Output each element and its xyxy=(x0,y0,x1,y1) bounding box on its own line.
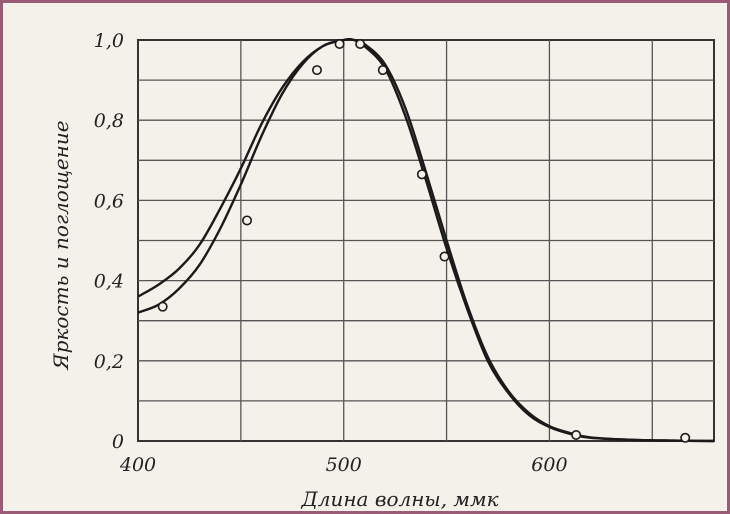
y-tick-label: 1,0 xyxy=(94,30,124,52)
data-point xyxy=(571,429,582,440)
series-line-2 xyxy=(137,38,715,443)
y-tick-label: 0,8 xyxy=(94,110,124,132)
x-tick-label: 500 xyxy=(326,454,362,476)
data-point xyxy=(242,215,253,226)
y-tick-label: 0,4 xyxy=(94,271,124,293)
data-point xyxy=(377,65,388,76)
x-tick-label: 400 xyxy=(119,454,156,476)
data-point xyxy=(157,301,168,312)
data-point xyxy=(311,65,322,76)
data-points xyxy=(157,39,691,443)
y-tick-labels: 0 0,2 0,4 0,6 0,8 1,0 xyxy=(94,30,124,453)
data-point xyxy=(416,169,427,180)
x-tick-labels: 400 500 600 xyxy=(119,454,568,476)
grid-lines xyxy=(137,39,715,442)
y-axis-label: Яркость и поглощение xyxy=(49,120,73,370)
y-tick-label: 0,2 xyxy=(94,351,124,373)
x-axis-label: Длина волны, ммк xyxy=(300,487,498,511)
data-point xyxy=(334,39,345,50)
x-tick-label: 600 xyxy=(531,454,567,476)
data-point xyxy=(680,432,691,443)
y-tick-label: 0 xyxy=(112,431,124,453)
y-tick-label: 0,6 xyxy=(94,190,124,212)
data-point xyxy=(439,251,450,262)
data-point xyxy=(355,39,366,50)
